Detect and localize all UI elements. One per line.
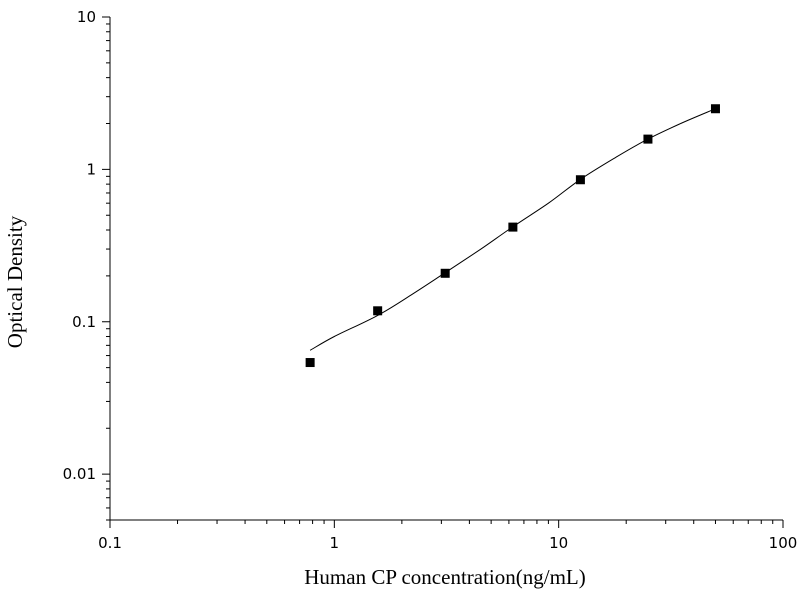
data-point <box>373 306 383 316</box>
x-tick-label: 0.1 <box>98 534 122 552</box>
axes <box>109 17 783 521</box>
y-tick-label: 1 <box>86 160 96 178</box>
x-tick-label: 1 <box>330 534 340 552</box>
y-tick-label: 0.1 <box>72 313 96 331</box>
x-tick-label: 100 <box>769 534 798 552</box>
data-point <box>440 268 450 278</box>
data-point <box>508 222 518 232</box>
x-tick-label: 10 <box>549 534 568 552</box>
x-axis-title: Human CP concentration(ng/mL) <box>304 565 586 589</box>
ticks <box>102 16 784 528</box>
data-points <box>305 104 720 368</box>
data-point <box>710 104 720 114</box>
y-axis-title: Optical Density <box>3 215 27 348</box>
data-point <box>643 134 653 144</box>
y-tick-label: 0.01 <box>63 465 96 483</box>
data-point <box>575 175 585 185</box>
data-point <box>305 358 315 368</box>
tick-labels: 0.1 1 10 100 0.01 0.1 1 10 <box>63 8 798 552</box>
y-tick-label: 10 <box>77 8 96 26</box>
